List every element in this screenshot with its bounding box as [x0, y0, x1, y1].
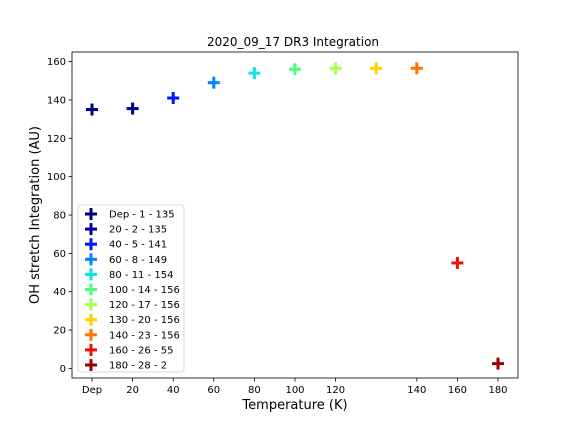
y-axis-label: OH stretch Integration (AU) [28, 126, 43, 304]
x-tick-label: 100 [285, 385, 304, 396]
legend-entry: Dep - 1 - 135 [109, 210, 175, 221]
legend-marker [85, 253, 97, 266]
legend-marker [85, 223, 97, 236]
legend-marker [85, 238, 97, 251]
legend-entry: 140 - 23 - 156 [109, 330, 180, 341]
legend-entry: 120 - 17 - 156 [109, 300, 180, 311]
y-tick-label: 0 [60, 364, 66, 375]
legend-entry: 130 - 20 - 156 [109, 315, 180, 326]
x-tick-label: Dep [82, 385, 102, 396]
data-point [410, 62, 423, 75]
y-tick-label: 40 [53, 287, 66, 298]
y-axis: 0 20 40 60 80 100 120 140 160 [47, 57, 72, 375]
x-tick-label: 80 [248, 385, 261, 396]
data-point [329, 62, 342, 75]
chart-title: 2020_09_17 DR3 Integration [207, 35, 379, 49]
legend-marker [85, 298, 97, 311]
y-tick-label: 120 [47, 134, 66, 145]
legend-marker [85, 313, 97, 326]
legend-entry: 180 - 28 - 2 [109, 361, 167, 372]
x-tick-label: 60 [207, 385, 220, 396]
x-tick-label: 40 [167, 385, 180, 396]
x-axis-label: Temperature (K) [241, 398, 347, 413]
y-tick-label: 60 [53, 249, 66, 260]
legend-marker [85, 283, 97, 296]
legend-box [77, 204, 185, 373]
legend: Dep - 1 - 135 20 - 2 - 135 40 - 5 - 141 60 … [77, 204, 185, 373]
data-point [289, 63, 301, 76]
x-tick-label: 180 [488, 385, 507, 396]
data-point [451, 256, 464, 269]
legend-entry: 60 - 8 - 149 [109, 255, 167, 266]
data-point [492, 357, 504, 370]
x-tick-label: 20 [126, 385, 139, 396]
data-point [126, 102, 139, 115]
data-point [207, 76, 220, 89]
y-tick-label: 20 [53, 326, 66, 337]
x-axis: Dep 20 40 60 80 100 120 140 160 180 [82, 378, 508, 396]
y-tick-label: 100 [47, 172, 66, 183]
legend-entry: 160 - 26 - 55 [109, 345, 173, 356]
legend-marker [85, 208, 97, 220]
legend-entry: 40 - 5 - 141 [109, 240, 167, 251]
y-tick-label: 160 [47, 57, 66, 68]
data-point [370, 62, 383, 75]
x-tick-label: 160 [448, 385, 467, 396]
legend-marker [85, 359, 97, 371]
data-point [86, 103, 98, 116]
x-tick-label: 140 [407, 385, 426, 396]
data-points [86, 62, 504, 370]
legend-marker [85, 328, 97, 341]
legend-entry: 20 - 2 - 135 [109, 225, 167, 236]
legend-marker [85, 268, 97, 281]
data-point [167, 92, 180, 105]
legend-entry: 100 - 14 - 156 [109, 285, 180, 296]
legend-marker [85, 343, 97, 356]
y-tick-label: 80 [53, 211, 66, 222]
x-tick-label: 120 [326, 385, 345, 396]
y-tick-label: 140 [47, 95, 66, 106]
legend-entry: 80 - 11 - 154 [109, 270, 173, 281]
data-point [248, 67, 261, 80]
